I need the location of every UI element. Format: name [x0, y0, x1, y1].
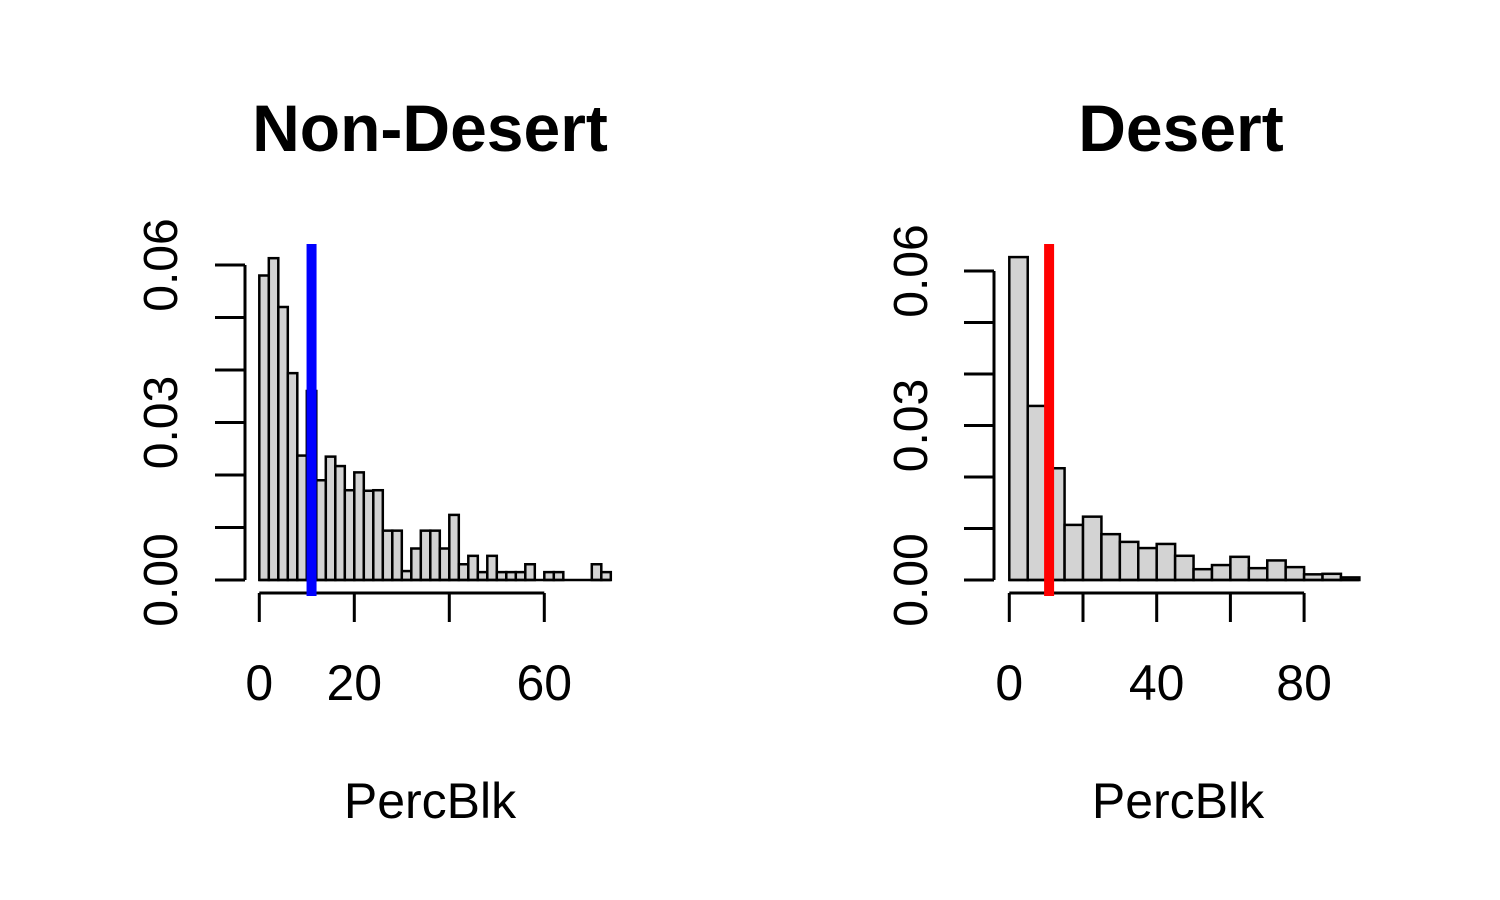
- histogram-bar: [590, 563, 603, 582]
- plot-title-desert: Desert: [1078, 91, 1283, 165]
- histogram-bar: [1210, 563, 1232, 582]
- x-axis-label-desert: PercBlk: [1092, 773, 1265, 829]
- histogram-bar: [448, 513, 461, 582]
- histogram-bar: [324, 455, 337, 582]
- histogram-bar: [1118, 540, 1140, 582]
- histogram-bar: [1229, 555, 1251, 582]
- histogram-bar: [334, 464, 347, 582]
- y-tick-label: 0.00: [135, 533, 188, 626]
- x-tick-label: 80: [1276, 655, 1332, 711]
- histogram-bar: [353, 471, 366, 582]
- histogram-bar: [277, 305, 290, 582]
- histogram-bar: [296, 454, 309, 582]
- histogram-bar: [1173, 554, 1195, 582]
- y-tick-label: 0.00: [885, 533, 938, 626]
- y-tick-label: 0.03: [135, 376, 188, 469]
- histogram-bar: [267, 256, 280, 582]
- x-tick-label: 40: [1129, 655, 1185, 711]
- histogram-bar: [1063, 523, 1085, 582]
- histogram-bar: [391, 529, 404, 582]
- histogram-bar: [438, 547, 451, 582]
- histogram-bar: [419, 529, 432, 582]
- histogram-desert: Desert PercBlk 0.00 0.03 0.06 0 40 80: [885, 91, 1361, 829]
- histogram-bar: [429, 529, 442, 582]
- y-tick-label: 0.03: [885, 379, 938, 472]
- histogram-bar: [1284, 565, 1306, 582]
- histogram-bar: [1008, 255, 1029, 582]
- histogram-bar: [1247, 566, 1269, 582]
- histogram-bar: [362, 489, 375, 582]
- y-tick-label: 0.06: [135, 218, 188, 311]
- x-tick-label: 60: [516, 655, 572, 711]
- x-tick-label: 20: [326, 655, 382, 711]
- histogram-bar: [286, 371, 299, 582]
- histogram-bar: [343, 488, 356, 582]
- histogram-bar: [1100, 532, 1122, 582]
- y-tick-label: 0.06: [885, 224, 938, 317]
- histogram-bar: [486, 554, 499, 582]
- x-tick-label: 0: [995, 655, 1023, 711]
- histogram-bar: [1081, 515, 1103, 582]
- histogram-bar: [1026, 404, 1048, 582]
- histogram-bar: [1192, 567, 1214, 582]
- histogram-bar: [1155, 542, 1177, 582]
- histogram-bar: [410, 547, 423, 582]
- histogram-bar: [467, 554, 480, 582]
- histogram-bar: [1266, 559, 1287, 582]
- x-axis-label-non-desert: PercBlk: [344, 773, 517, 829]
- histogram-bar: [400, 569, 413, 582]
- histogram-bar: [1137, 546, 1158, 582]
- histogram-bar: [457, 563, 470, 582]
- histogram-bar: [524, 563, 537, 582]
- plot-title-non-desert: Non-Desert: [252, 91, 608, 165]
- x-tick-label: 0: [245, 655, 273, 711]
- histogram-non-desert: Non-Desert PercBlk 0.00 0.03 0.06 0 20 60: [135, 91, 613, 829]
- histogram-bar: [258, 274, 271, 582]
- histogram-bar: [315, 479, 328, 582]
- histogram-bar: [381, 529, 394, 582]
- histogram-bar: [372, 488, 385, 582]
